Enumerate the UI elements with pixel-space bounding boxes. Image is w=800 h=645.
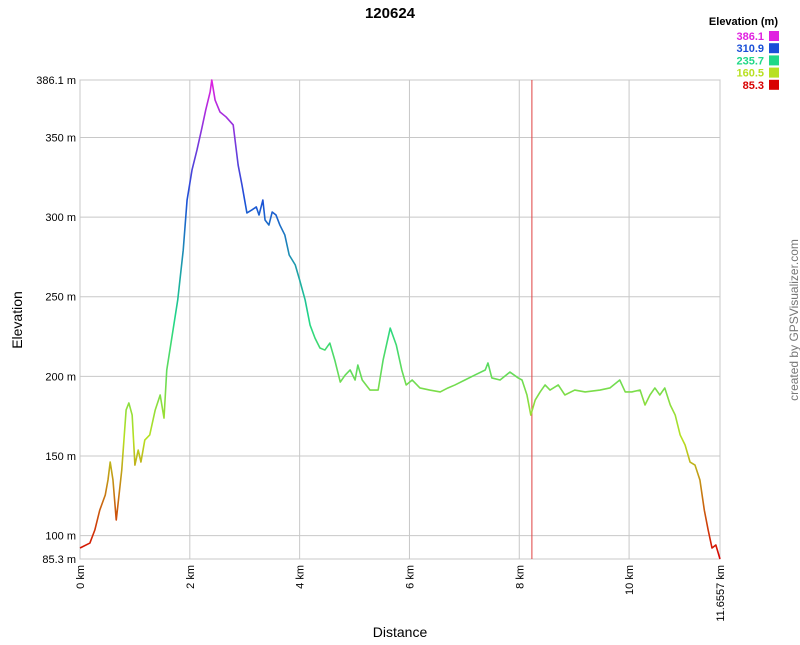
legend-swatch [769, 31, 779, 41]
x-tick-label: 6 km [404, 565, 416, 589]
legend-label: 160.5 [736, 68, 764, 80]
legend-title: Elevation (m) [709, 16, 778, 28]
y-tick-label: 250 m [45, 292, 76, 304]
x-tick-label: 0 km [75, 565, 87, 589]
legend-label: 235.7 [736, 55, 764, 67]
legend-swatch [769, 43, 779, 54]
x-tick-label: 11.6557 km [715, 565, 727, 622]
x-tick-label: 4 km [295, 565, 307, 589]
x-tick-label: 8 km [514, 565, 526, 589]
legend-swatch [769, 79, 779, 90]
elevation-line [79, 79, 721, 560]
credit: created by GPSVisualizer.com [787, 239, 800, 401]
legend-label: 386.1 [736, 31, 764, 43]
x-tick-label: 2 km [185, 565, 197, 589]
chart-title: 120624 [365, 5, 416, 22]
y-tick-label: 350 m [45, 132, 76, 144]
legend-label: 310.9 [736, 43, 764, 55]
y-tick-label: 100 m [45, 531, 76, 543]
x-tick-label: 10 km [624, 565, 636, 595]
legend-swatch [769, 55, 779, 66]
y-tick-label: 300 m [45, 212, 76, 224]
legend-swatch [769, 67, 779, 78]
x-axis-label: Distance [373, 624, 428, 640]
y-tick-label: 85.3 m [42, 554, 76, 566]
y-tick-label: 150 m [45, 451, 76, 463]
y-tick-label: 200 m [45, 371, 76, 383]
y-tick-label: 386.1 m [36, 75, 76, 87]
legend-label: 85.3 [743, 80, 764, 92]
plot-area [79, 79, 721, 560]
y-axis-label: Elevation [9, 291, 25, 349]
